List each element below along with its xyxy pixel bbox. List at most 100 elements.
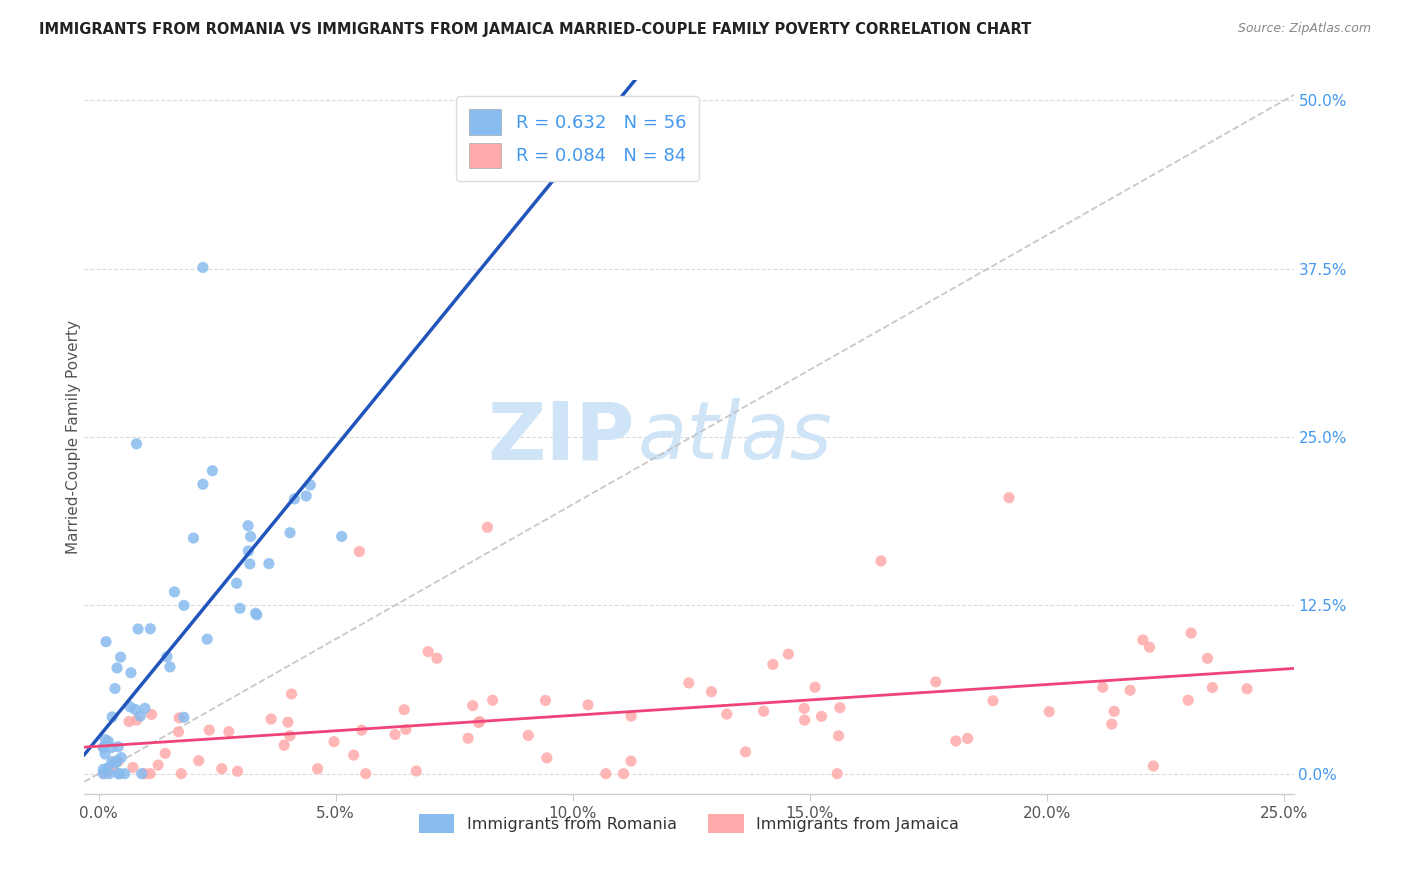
Point: [534, 693, 557, 707]
Point: [620, 754, 643, 768]
Point: [139, 622, 162, 636]
Point: [612, 766, 634, 780]
Point: [127, 622, 149, 636]
Point: [105, 661, 128, 675]
Point: [239, 557, 262, 571]
Point: [576, 698, 599, 712]
Point: [620, 709, 643, 723]
Point: [277, 715, 299, 730]
Point: [94, 732, 117, 747]
Text: IMMIGRANTS FROM ROMANIA VS IMMIGRANTS FROM JAMAICA MARRIED-COUPLE FAMILY POVERTY: IMMIGRANTS FROM ROMANIA VS IMMIGRANTS FR…: [39, 22, 1032, 37]
Point: [104, 756, 127, 770]
Point: [134, 766, 156, 780]
Point: [98, 766, 121, 780]
Point: [94, 766, 117, 780]
Point: [226, 764, 249, 779]
Point: [1091, 680, 1114, 694]
Point: [426, 651, 449, 665]
Point: [118, 714, 141, 729]
Point: [167, 711, 190, 725]
Point: [91, 740, 114, 755]
Point: [107, 739, 129, 754]
Point: [257, 557, 280, 571]
Point: [536, 751, 558, 765]
Point: [94, 747, 117, 761]
Point: [395, 723, 418, 737]
Point: [100, 740, 122, 755]
Point: [1102, 704, 1125, 718]
Point: [793, 701, 815, 715]
Point: [1236, 681, 1258, 696]
Point: [278, 729, 301, 743]
Point: [129, 709, 152, 723]
Point: [793, 713, 815, 727]
Point: [945, 734, 967, 748]
Point: [295, 489, 318, 503]
Point: [218, 724, 240, 739]
Y-axis label: Married-Couple Family Poverty: Married-Couple Family Poverty: [66, 320, 80, 554]
Point: [299, 478, 322, 492]
Point: [1197, 651, 1219, 665]
Point: [191, 477, 214, 491]
Point: [418, 645, 440, 659]
Point: [998, 491, 1021, 505]
Point: [120, 665, 142, 680]
Point: [91, 740, 114, 755]
Point: [307, 762, 329, 776]
Point: [1177, 693, 1199, 707]
Point: [104, 681, 127, 696]
Point: [1201, 681, 1223, 695]
Point: [124, 702, 146, 716]
Point: [716, 707, 738, 722]
Point: [752, 704, 775, 718]
Point: [139, 766, 162, 780]
Point: [97, 734, 120, 748]
Point: [110, 650, 132, 665]
Point: [96, 761, 118, 775]
Point: [97, 764, 120, 778]
Point: [384, 727, 406, 741]
Point: [225, 576, 247, 591]
Point: [187, 754, 209, 768]
Point: [467, 715, 489, 730]
Point: [191, 260, 214, 275]
Point: [108, 766, 131, 780]
Point: [1139, 640, 1161, 655]
Point: [155, 747, 177, 761]
Point: [981, 694, 1004, 708]
Point: [105, 754, 128, 768]
Point: [468, 714, 491, 729]
Point: [236, 518, 259, 533]
Point: [245, 606, 267, 620]
Point: [159, 660, 181, 674]
Point: [804, 680, 827, 694]
Point: [148, 758, 170, 772]
Point: [323, 734, 346, 748]
Point: [734, 745, 756, 759]
Point: [134, 701, 156, 715]
Point: [278, 525, 301, 540]
Point: [1038, 705, 1060, 719]
Point: [114, 766, 136, 780]
Legend: Immigrants from Romania, Immigrants from Jamaica: Immigrants from Romania, Immigrants from…: [412, 807, 966, 839]
Point: [517, 728, 540, 742]
Point: [925, 674, 948, 689]
Point: [827, 729, 849, 743]
Point: [1180, 626, 1202, 640]
Point: [238, 544, 260, 558]
Point: [870, 554, 893, 568]
Point: [283, 491, 305, 506]
Point: [457, 731, 479, 746]
Point: [167, 724, 190, 739]
Point: [170, 766, 193, 780]
Point: [405, 764, 427, 778]
Point: [350, 723, 373, 738]
Point: [163, 585, 186, 599]
Point: [156, 649, 179, 664]
Point: [125, 437, 148, 451]
Point: [956, 731, 979, 746]
Point: [173, 710, 195, 724]
Point: [198, 723, 221, 737]
Point: [239, 530, 262, 544]
Point: [1119, 683, 1142, 698]
